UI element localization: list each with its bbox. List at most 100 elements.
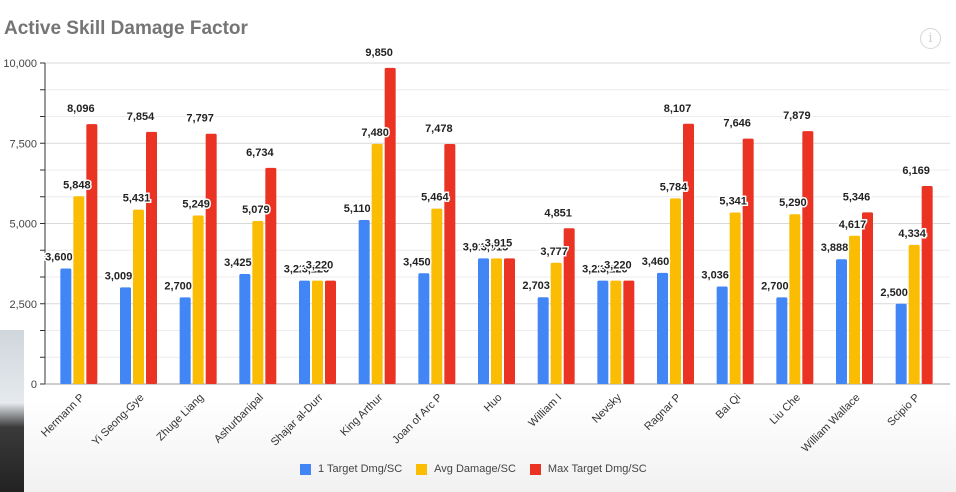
bar [836,259,847,384]
x-tick-label: Joan of Arc P [390,392,445,447]
info-icon[interactable]: i [920,28,941,49]
bar [431,208,443,384]
bar [802,131,814,384]
bar [179,297,191,384]
bar [146,131,157,384]
bar [491,258,502,384]
bar [908,244,920,384]
data-label: 4,617 [839,219,867,231]
data-label: 5,341 [719,196,747,208]
data-label: 5,110 [344,203,371,215]
bar [742,138,754,384]
bar [623,280,635,384]
data-label: 3,888 [821,242,849,254]
data-label: 5,784 [660,181,688,193]
bar [73,196,85,384]
data-label: 5,079 [242,204,270,216]
bar [478,258,489,384]
data-label: 3,220 [284,264,312,276]
x-tick-label: Huo [482,392,505,415]
data-label: 3,220 [306,260,334,272]
x-tick-label: William I [526,392,564,430]
data-label: 3,425 [224,257,252,269]
bar [776,297,788,384]
x-tick-label: Hermann P [39,392,87,440]
bar [239,274,251,384]
data-label: 8,107 [664,103,692,115]
x-tick-label: Yi Seong-Gye [90,392,147,449]
data-label: 2,703 [522,280,550,292]
legend-swatch [529,463,541,475]
webcam-overlay [0,330,24,492]
chart-title: Active Skill Damage Factor [4,18,248,39]
data-label: 3,777 [540,246,568,258]
data-label: 3,915 [485,237,513,249]
data-label: 3,220 [600,264,628,276]
bar [504,258,515,384]
bar [86,124,98,384]
legend-label: Max Target Dmg/SC [547,463,647,475]
bar [133,209,144,384]
bars [60,67,933,385]
data-label: 7,879 [783,110,811,122]
data-label: 5,464 [421,192,449,204]
bar [252,220,264,384]
x-axis-labels: Hermann P Yi Seong-Gye Zhuge Liang Ashurban… [39,391,922,454]
y-tick-label: 2,500 [9,299,37,311]
bar [444,143,456,384]
legend-swatch [416,463,428,475]
data-label: 5,346 [843,191,871,203]
data-label: 6,169 [902,165,930,177]
bar [384,67,396,384]
data-label: 3,600 [45,251,73,263]
x-tick-label: Ragnar P [642,392,683,433]
bar [371,143,383,384]
x-tick-label: King Arthur [338,391,385,438]
data-label: 5,431 [123,193,151,205]
data-label: 3,915 [463,241,491,253]
legend-label: 1 Target Dmg/SC [318,463,403,475]
bar [683,123,694,385]
bar [729,212,741,384]
legend-swatch [300,463,311,475]
data-label: 7,797 [186,113,214,125]
data-label: 3,450 [403,256,431,268]
legend-item-1[interactable]: 1 Target Dmg/SC [300,463,402,475]
y-tick-label: 0 [31,379,37,391]
background-fade [0,400,956,492]
bar [537,297,549,384]
x-tick-label: Shajar al-Durr [269,391,326,448]
data-label: 7,854 [127,111,155,123]
data-label: 7,480 [361,127,389,139]
bar [657,272,668,384]
data-label: 4,851 [544,207,572,219]
x-tick-label: Zhuge Liang [155,392,207,444]
bar [895,303,907,384]
data-label: 3,220 [604,260,632,272]
data-label: 5,848 [63,179,91,191]
legend-item-2[interactable]: Avg Damage/SC [416,463,516,475]
bar [418,273,430,384]
data-label: 6,734 [246,147,274,159]
bar [120,287,131,384]
x-tick-label: Bai Qi [714,392,744,422]
bar [862,212,873,384]
bar [265,167,277,384]
data-label: 3,460 [642,256,670,268]
bar [312,280,323,384]
legend-label: Avg Damage/SC [434,463,516,475]
x-tick-label: Liu Che [768,392,803,427]
data-label: 9,850 [365,47,393,59]
data-label: 3,915 [481,241,509,253]
bar [789,214,801,384]
data-label: 3,220 [302,264,330,276]
bar [921,185,933,384]
bar [205,133,217,384]
data-label: 5,249 [182,199,210,211]
legend-item-3[interactable]: Max Target Dmg/SC [529,463,647,475]
bar [358,219,370,384]
x-tick-label: Scipio P [885,392,922,429]
legend: 1 Target Dmg/SC Avg Damage/SC Max Target… [300,463,647,475]
y-tick-label: 5,000 [9,219,37,231]
data-labels: 3,600 5,848 8,096 3,009 5,431 7,854 2,700 5,249… [44,45,932,300]
